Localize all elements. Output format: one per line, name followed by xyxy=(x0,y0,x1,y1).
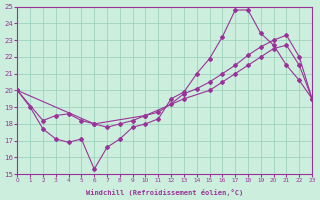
X-axis label: Windchill (Refroidissement éolien,°C): Windchill (Refroidissement éolien,°C) xyxy=(86,189,243,196)
